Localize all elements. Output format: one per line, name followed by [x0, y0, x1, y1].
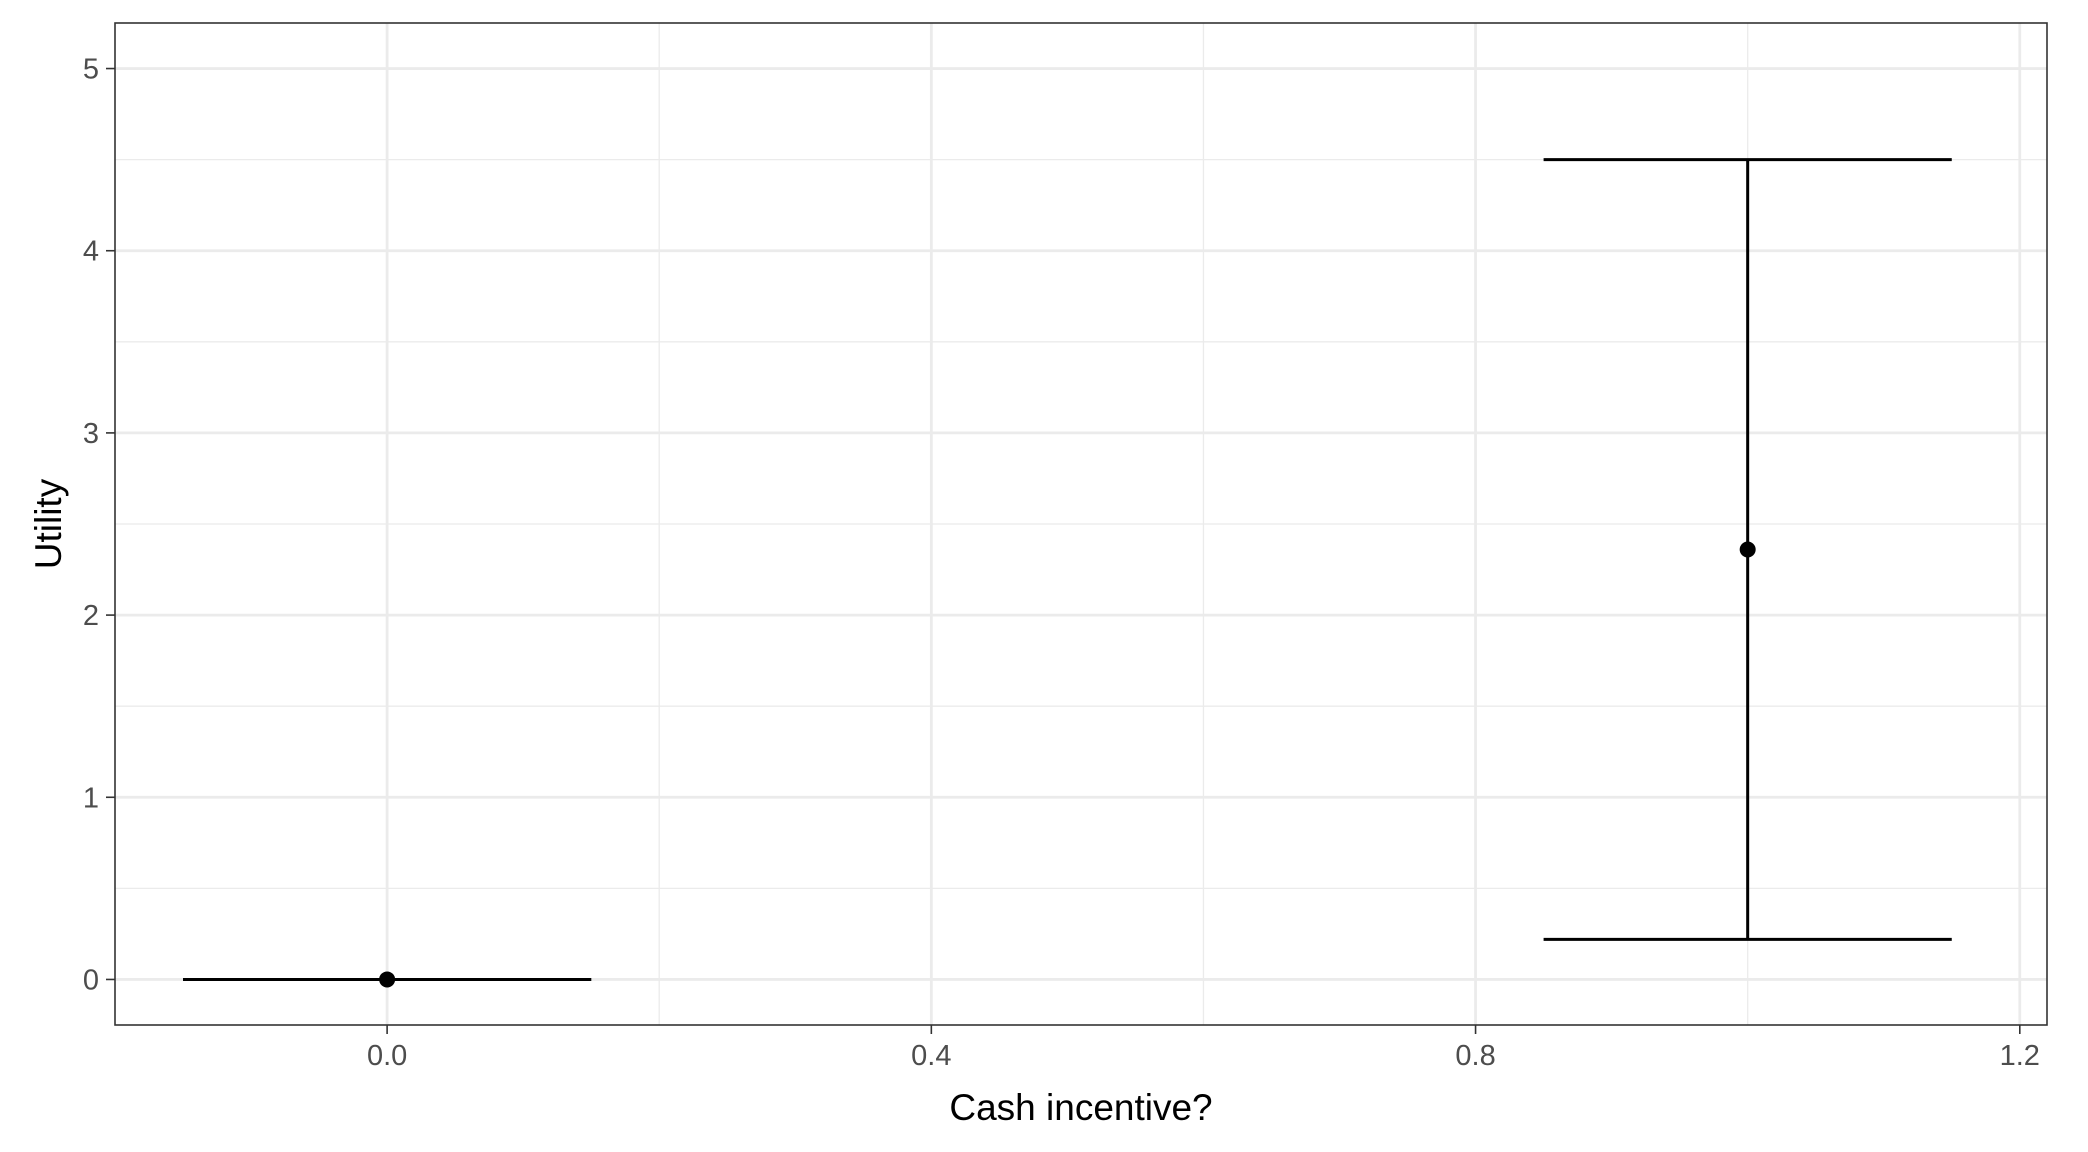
y-axis-title: Utility [28, 478, 69, 569]
y-tick-label: 2 [83, 600, 99, 632]
grid-major [115, 23, 2047, 1025]
data-series [183, 158, 1952, 988]
x-axis: 0.0 0.4 0.8 1.2 [367, 1025, 2040, 1072]
x-tick-label: 0.0 [367, 1040, 407, 1072]
y-tick-label: 4 [83, 236, 99, 268]
panel-border [114, 22, 2048, 1026]
y-tick-label: 3 [83, 418, 99, 450]
data-point [1739, 541, 1756, 558]
x-axis-title: Cash incentive? [949, 1087, 1212, 1128]
y-tick-label: 0 [83, 964, 99, 996]
data-point [379, 971, 396, 988]
y-tick-label: 5 [83, 54, 99, 86]
y-axis: 0 1 2 3 4 5 [83, 54, 115, 996]
x-tick-label: 0.4 [911, 1040, 951, 1072]
x-tick-label: 0.8 [1455, 1040, 1495, 1072]
y-tick-label: 1 [83, 782, 99, 814]
x-tick-label: 1.2 [2000, 1040, 2040, 1072]
